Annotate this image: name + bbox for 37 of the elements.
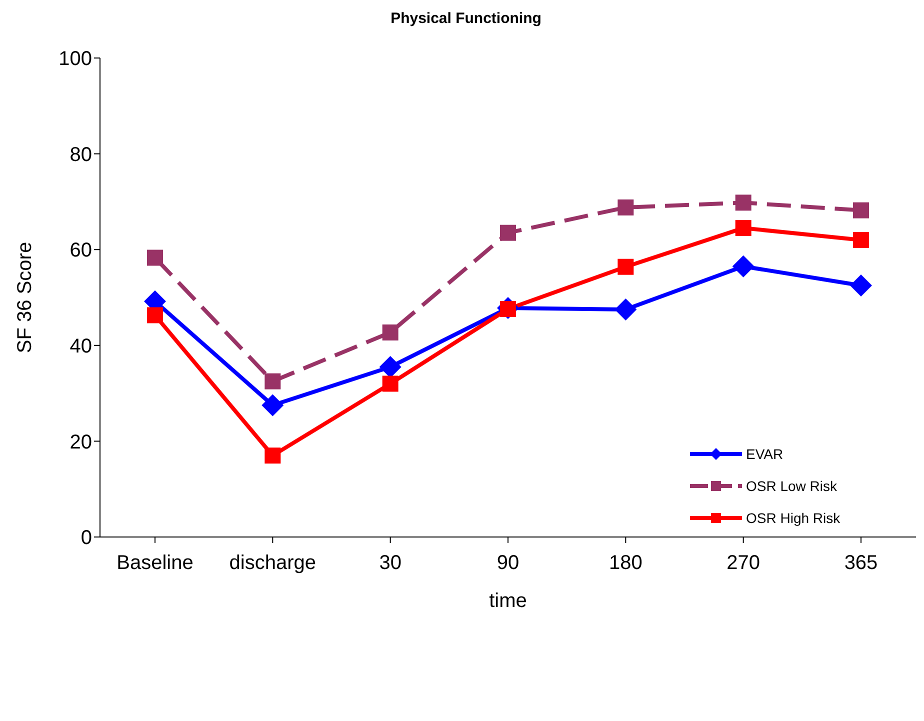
point	[147, 250, 163, 266]
x-tick-label: discharge	[229, 552, 316, 574]
point	[732, 255, 754, 278]
point	[735, 194, 752, 211]
point	[618, 199, 634, 216]
x-tick-label: 180	[608, 552, 642, 574]
y-tick-label: 80	[70, 144, 92, 166]
legend-label: OSR High Risk	[746, 510, 840, 526]
point	[264, 448, 281, 464]
y-tick-label: 0	[80, 527, 92, 550]
point	[382, 376, 398, 392]
point	[262, 394, 284, 416]
point	[500, 224, 516, 241]
point	[850, 274, 872, 297]
x-tick-label: Baseline	[116, 552, 194, 574]
y-tick-label: 100	[58, 48, 92, 70]
x-axis-title: time	[489, 590, 527, 612]
x-tick-label: 365	[844, 552, 878, 574]
point	[618, 258, 634, 275]
legend-label: EVAR	[746, 446, 784, 462]
chart-title: Physical Functioning	[390, 10, 542, 27]
y-tick-label: 60	[70, 240, 92, 262]
point	[379, 356, 402, 378]
point	[382, 324, 398, 340]
point	[264, 373, 281, 390]
y-tick-label: 20	[70, 431, 92, 454]
point	[853, 202, 869, 218]
y-tick-label: 40	[70, 336, 92, 358]
x-tick-label: 270	[726, 552, 760, 574]
point	[735, 220, 752, 236]
y-axis-title: SF 36 Score	[14, 242, 36, 354]
point	[853, 232, 869, 248]
x-tick-label: 90	[496, 552, 520, 574]
point	[147, 307, 163, 324]
point	[614, 298, 637, 320]
legend-label: OSR Low Risk	[746, 478, 838, 494]
x-tick-label: 30	[379, 552, 402, 574]
